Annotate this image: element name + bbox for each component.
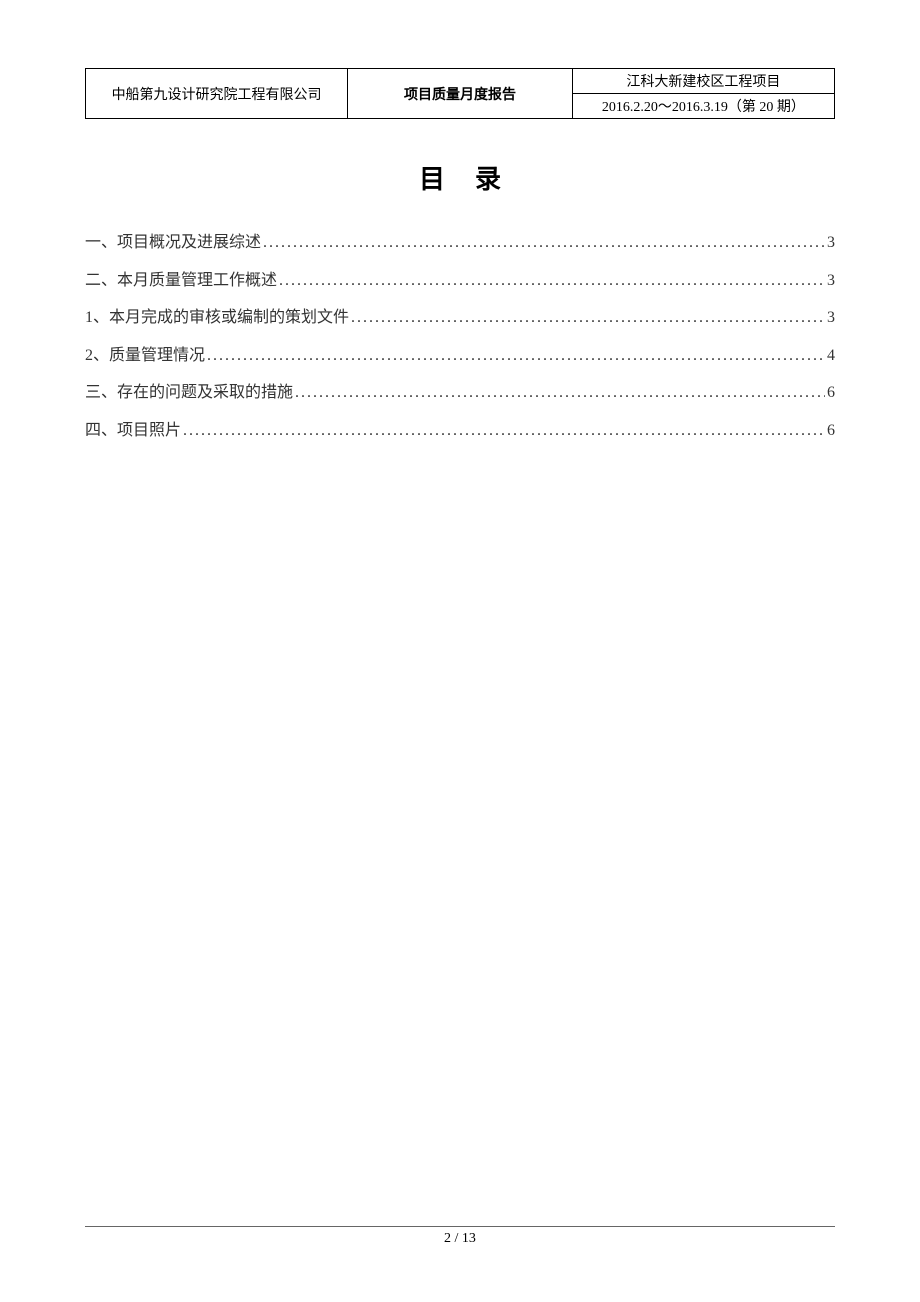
toc-dots — [263, 224, 825, 262]
page-footer: 2 / 13 — [85, 1226, 835, 1247]
toc-item-page: 3 — [827, 262, 835, 300]
toc-item[interactable]: 二、本月质量管理工作概述 3 — [85, 262, 835, 300]
toc-list: 一、项目概况及进展综述 3 二、本月质量管理工作概述 3 1、本月完成的审核或编… — [85, 224, 835, 450]
toc-item[interactable]: 2、质量管理情况 4 — [85, 337, 835, 375]
toc-item-text: 二、本月质量管理工作概述 — [85, 262, 277, 300]
toc-item-page: 3 — [827, 299, 835, 337]
toc-item[interactable]: 三、存在的问题及采取的措施 6 — [85, 374, 835, 412]
toc-item-page: 6 — [827, 412, 835, 450]
toc-dots — [351, 299, 825, 337]
header-project-cell: 江科大新建校区工程项目 — [572, 69, 834, 94]
header-company-cell: 中船第九设计研究院工程有限公司 — [86, 69, 348, 119]
header-table: 中船第九设计研究院工程有限公司 项目质量月度报告 江科大新建校区工程项目 201… — [85, 68, 835, 119]
toc-item-text: 一、项目概况及进展综述 — [85, 224, 261, 262]
toc-item[interactable]: 1、本月完成的审核或编制的策划文件 3 — [85, 299, 835, 337]
toc-dots — [279, 262, 825, 300]
toc-item-page: 4 — [827, 337, 835, 375]
header-company-text: 中船第九设计研究院工程有限公司 — [112, 88, 322, 103]
toc-item-text: 三、存在的问题及采取的措施 — [85, 374, 293, 412]
document-page: 中船第九设计研究院工程有限公司 项目质量月度报告 江科大新建校区工程项目 201… — [0, 0, 920, 1302]
footer-divider — [85, 1226, 835, 1227]
header-title-cell: 项目质量月度报告 — [348, 69, 573, 119]
toc-dots — [295, 374, 825, 412]
toc-dots — [183, 412, 825, 450]
header-project-text: 江科大新建校区工程项目 — [626, 75, 780, 90]
toc-item-text: 四、项目照片 — [85, 412, 181, 450]
header-period-cell: 2016.2.20～2016.3.19（第 20 期） — [572, 94, 834, 119]
header-title-text: 项目质量月度报告 — [404, 88, 516, 103]
toc-title: 目录 — [85, 159, 835, 196]
toc-item[interactable]: 一、项目概况及进展综述 3 — [85, 224, 835, 262]
toc-item-text: 2、质量管理情况 — [85, 337, 205, 375]
toc-item[interactable]: 四、项目照片 6 — [85, 412, 835, 450]
toc-item-page: 6 — [827, 374, 835, 412]
toc-item-text: 1、本月完成的审核或编制的策划文件 — [85, 299, 349, 337]
toc-item-page: 3 — [827, 224, 835, 262]
toc-dots — [207, 337, 825, 375]
header-period-text: 2016.2.20～2016.3.19（第 20 期） — [602, 100, 805, 115]
page-number: 2 / 13 — [85, 1231, 835, 1247]
